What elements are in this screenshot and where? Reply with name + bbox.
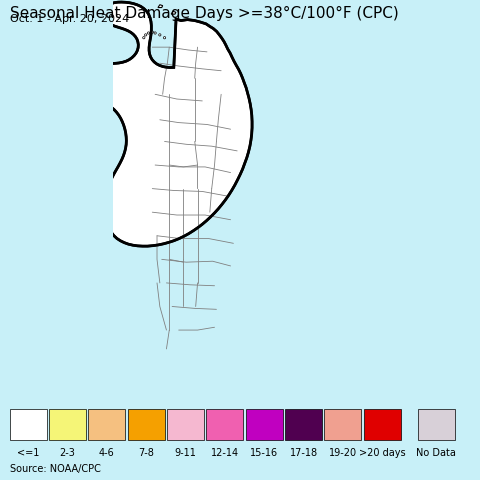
Bar bbox=[10, 409, 47, 441]
Text: <=1: <=1 bbox=[17, 448, 39, 458]
Bar bbox=[418, 409, 455, 441]
Circle shape bbox=[144, 34, 147, 36]
Bar bbox=[246, 409, 283, 441]
PathPatch shape bbox=[82, 2, 252, 246]
Text: 17-18: 17-18 bbox=[289, 448, 318, 458]
Circle shape bbox=[159, 34, 161, 36]
Text: Seasonal Heat Damage Days >=38°C/100°F (CPC): Seasonal Heat Damage Days >=38°C/100°F (… bbox=[10, 6, 398, 21]
PathPatch shape bbox=[171, 12, 176, 14]
Text: 2-3: 2-3 bbox=[60, 448, 75, 458]
Text: 4-6: 4-6 bbox=[99, 448, 115, 458]
Text: 9-11: 9-11 bbox=[175, 448, 196, 458]
Bar bbox=[285, 409, 322, 441]
Bar bbox=[128, 409, 165, 441]
PathPatch shape bbox=[36, 0, 113, 104]
Bar bbox=[324, 409, 361, 441]
Circle shape bbox=[143, 36, 145, 39]
Text: 7-8: 7-8 bbox=[138, 448, 154, 458]
Circle shape bbox=[151, 31, 154, 33]
Text: 12-14: 12-14 bbox=[211, 448, 239, 458]
Text: Oct. 1 - Apr. 20, 2024: Oct. 1 - Apr. 20, 2024 bbox=[10, 14, 129, 24]
Text: 15-16: 15-16 bbox=[250, 448, 278, 458]
Bar bbox=[364, 409, 401, 441]
Text: 19-20: 19-20 bbox=[329, 448, 357, 458]
Text: Source: NOAA/CPC: Source: NOAA/CPC bbox=[10, 464, 100, 474]
Bar bbox=[49, 409, 86, 441]
Text: >20 days: >20 days bbox=[359, 448, 406, 458]
Circle shape bbox=[154, 32, 156, 34]
Circle shape bbox=[163, 36, 166, 39]
Bar bbox=[206, 409, 243, 441]
Text: No Data: No Data bbox=[416, 448, 456, 458]
PathPatch shape bbox=[158, 5, 163, 8]
Bar bbox=[88, 409, 125, 441]
Bar bbox=[167, 409, 204, 441]
Circle shape bbox=[147, 32, 150, 34]
